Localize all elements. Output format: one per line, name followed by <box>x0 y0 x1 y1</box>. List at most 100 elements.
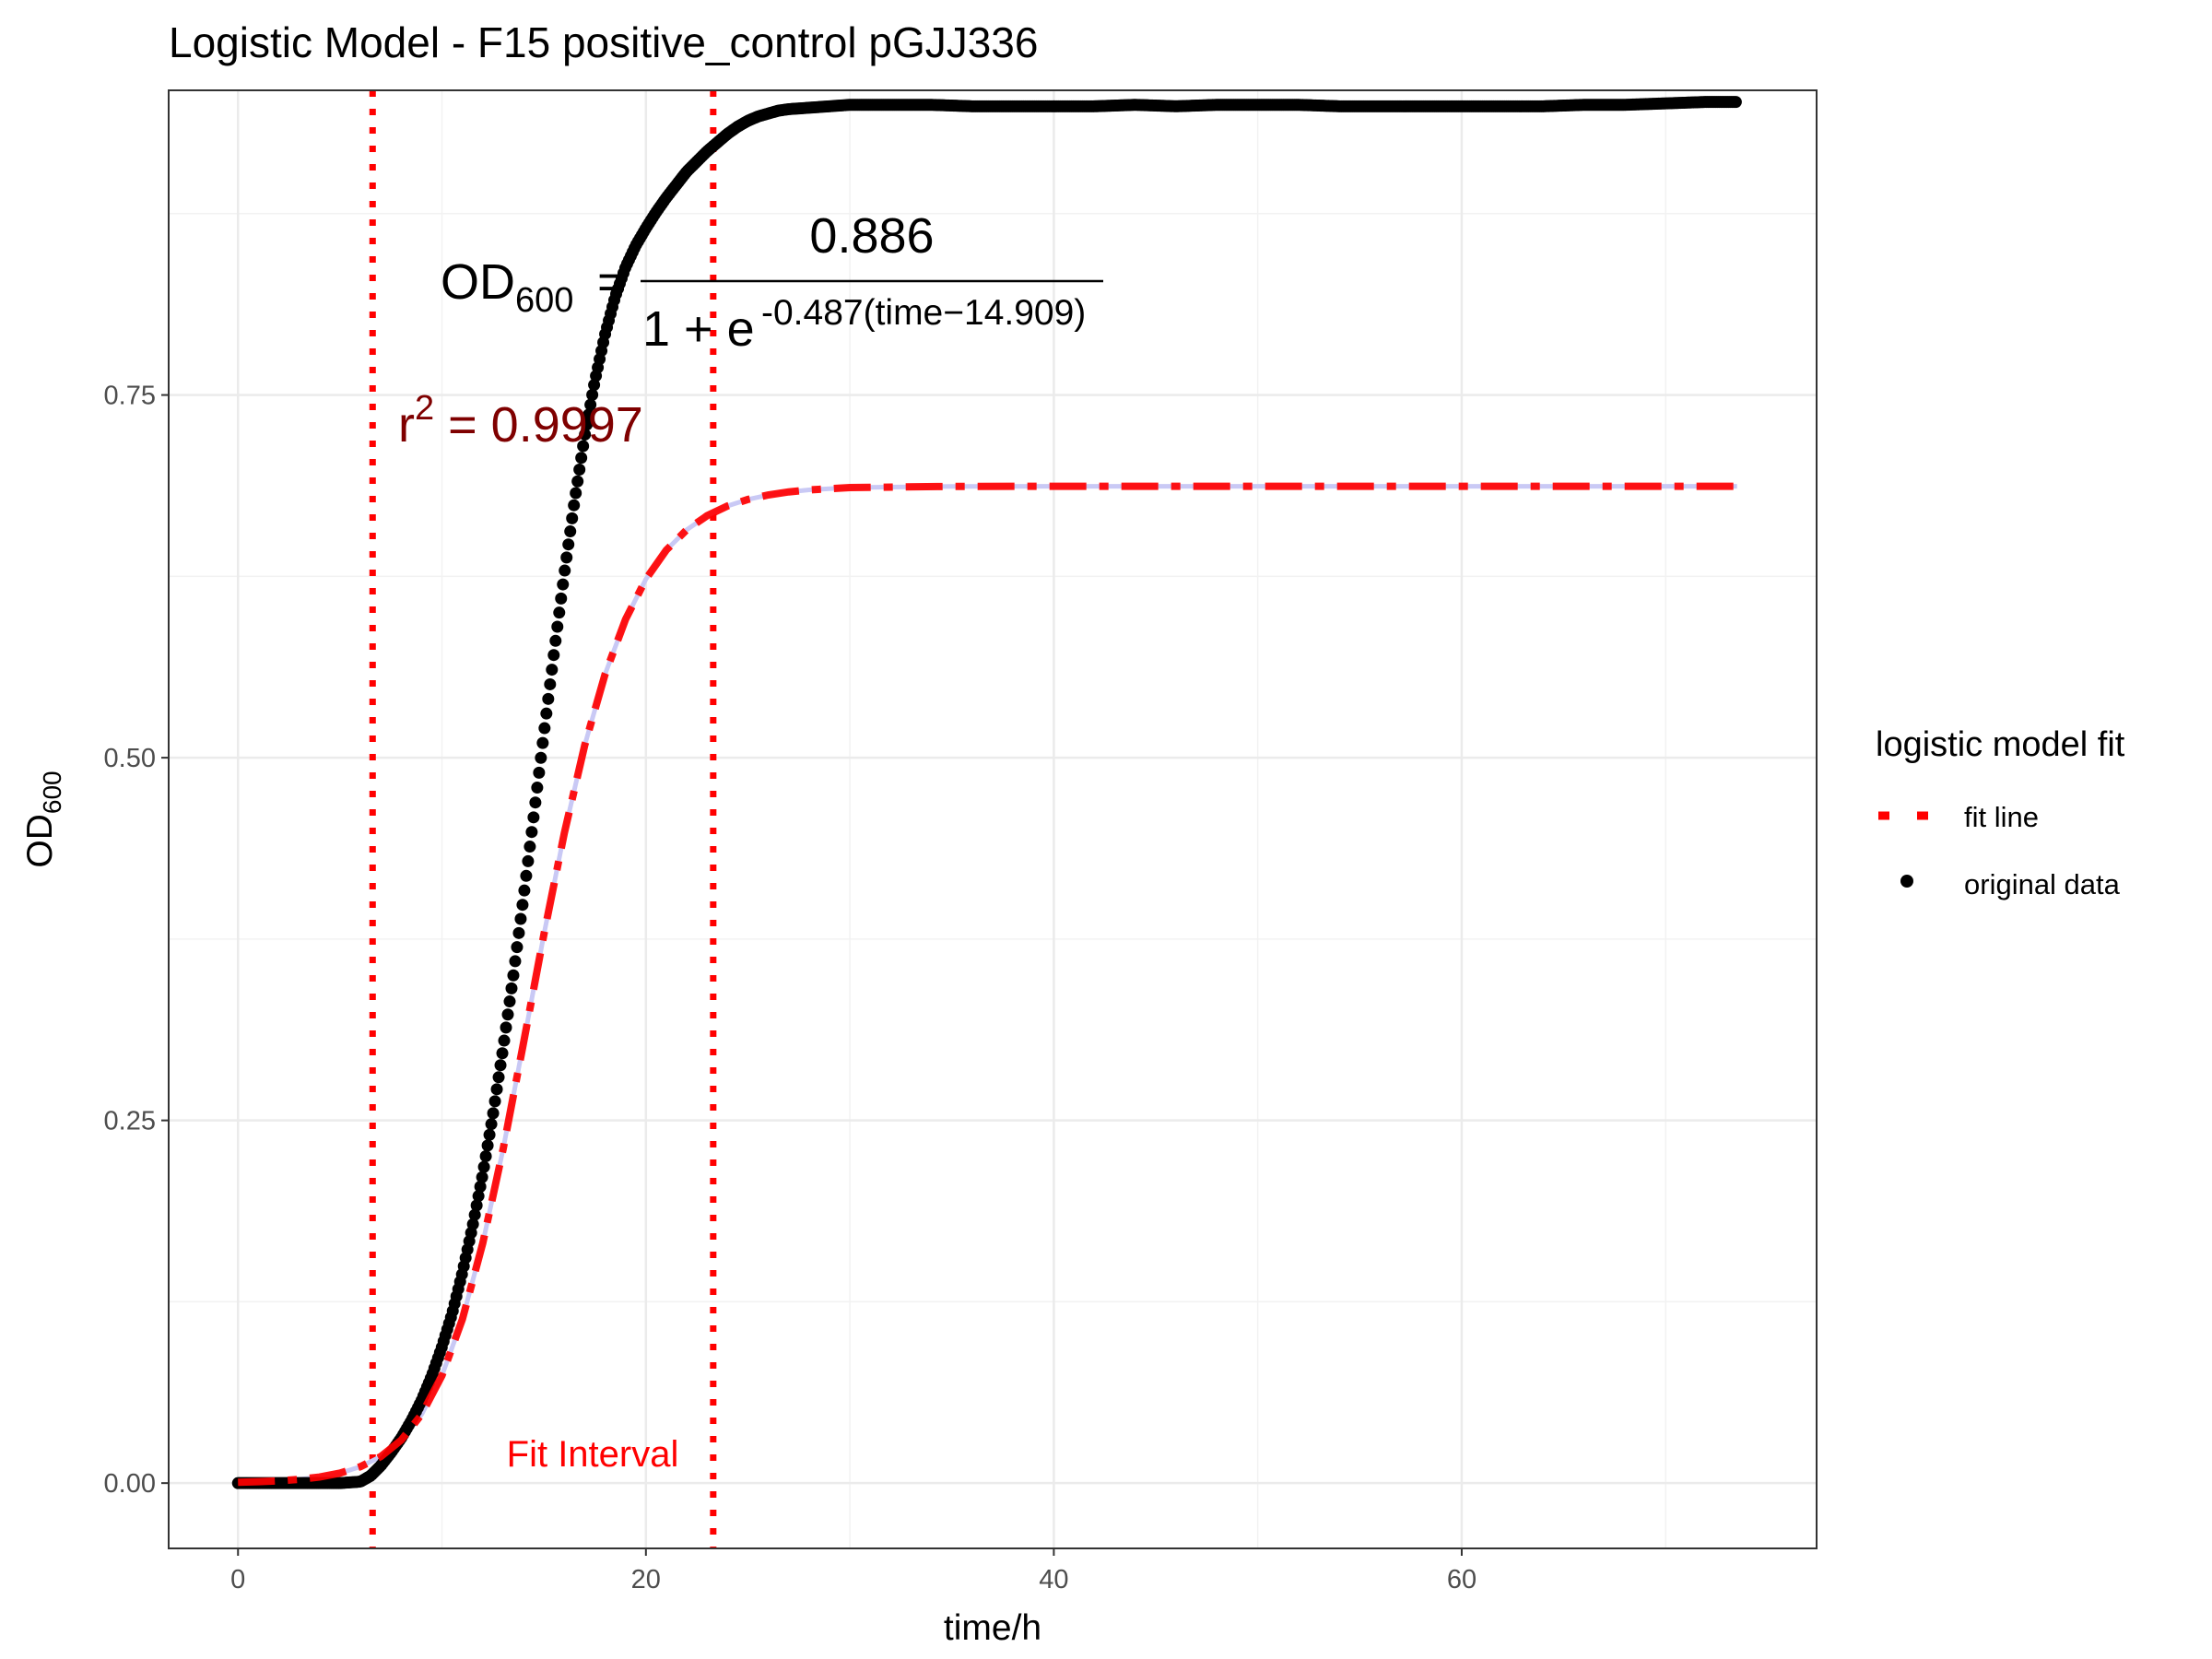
data-point <box>522 854 535 867</box>
data-point <box>560 551 573 564</box>
equation-lhs: OD600 <box>441 254 573 320</box>
legend-label-fit-line: fit line <box>1964 801 2039 833</box>
data-point <box>562 538 575 551</box>
data-point <box>547 649 560 662</box>
legend-key-original-data <box>1900 875 1913 888</box>
data-point <box>546 664 559 677</box>
data-point <box>477 1160 490 1173</box>
x-axis-title: time/h <box>944 1608 1041 1648</box>
data-point <box>533 766 546 779</box>
r-squared-sup: 2 <box>415 389 434 428</box>
data-point <box>479 1150 492 1163</box>
data-point <box>511 941 524 954</box>
data-point <box>490 1083 503 1096</box>
data-point <box>466 1218 479 1230</box>
data-point <box>566 512 579 524</box>
legend: logistic model fit fit line original dat… <box>1876 725 2125 900</box>
data-point <box>474 1180 487 1193</box>
data-point <box>557 578 570 591</box>
y-tick-label: 0.75 <box>104 382 156 411</box>
legend-title: logistic model fit <box>1876 725 2125 764</box>
x-tick-label: 60 <box>1447 1565 1477 1594</box>
y-axis-title-sub: 600 <box>38 771 66 814</box>
r-squared-r: r <box>398 397 415 453</box>
fit-line <box>238 482 1737 1487</box>
x-tick-label: 20 <box>631 1565 661 1594</box>
data-point <box>584 398 597 411</box>
data-point <box>494 1059 507 1072</box>
data-point <box>520 869 533 882</box>
data-point <box>570 487 582 500</box>
data-point <box>568 499 581 512</box>
y-tick-label: 0.50 <box>104 744 156 773</box>
data-point <box>536 736 549 749</box>
data-point <box>487 1107 500 1120</box>
r-squared-label: r2 = 0.9997 <box>398 389 643 453</box>
data-point <box>553 606 566 619</box>
data-point <box>577 440 590 453</box>
data-point <box>518 884 531 897</box>
data-point <box>551 620 564 633</box>
data-point <box>481 1139 494 1152</box>
data-point <box>468 1208 481 1221</box>
y-axis-title: OD600 <box>20 771 66 867</box>
equation-exponent: -0.487(time−14.909) <box>761 293 1086 333</box>
data-point <box>483 1128 496 1141</box>
data-point <box>559 564 571 577</box>
plot-border <box>168 89 1818 1549</box>
x-tick-label: 0 <box>230 1565 245 1594</box>
data-point <box>501 1008 514 1021</box>
equation-lhs-main: OD <box>441 254 515 310</box>
data-point <box>527 811 540 824</box>
legend-label-original-data: original data <box>1964 868 2121 900</box>
data-point <box>500 1021 512 1034</box>
data-point <box>586 388 599 401</box>
data-point <box>1729 96 1742 109</box>
data-point <box>542 692 555 705</box>
data-point <box>512 926 525 939</box>
data-point <box>476 1171 488 1183</box>
data-point <box>538 722 551 735</box>
data-point <box>498 1034 511 1047</box>
data-point <box>516 899 529 912</box>
data-point <box>571 475 584 488</box>
data-point <box>488 1095 501 1108</box>
x-tick-label: 40 <box>1039 1565 1068 1594</box>
data-point <box>549 634 562 647</box>
equation-lhs-sub: 600 <box>515 281 573 320</box>
data-point <box>535 751 547 764</box>
data-point <box>564 525 577 538</box>
y-axis-title-main: OD <box>20 814 60 868</box>
data-point <box>579 428 592 441</box>
data-point <box>529 796 542 809</box>
data-point <box>472 1190 485 1203</box>
data-point <box>582 408 595 421</box>
x-ticks: 0 20 40 60 <box>230 1548 1477 1594</box>
data-point <box>581 418 594 431</box>
data-point <box>503 995 516 1008</box>
fit-interval-lines <box>369 90 717 1548</box>
data-point <box>544 677 557 690</box>
fit-line-over <box>238 482 1737 1487</box>
data-point <box>525 826 538 839</box>
data-point <box>531 782 544 794</box>
data-point <box>485 1118 498 1131</box>
chart-title: Logistic Model - F15 positive_control pG… <box>169 18 1038 66</box>
data-point <box>555 592 568 605</box>
y-tick-label: 0.25 <box>104 1107 156 1136</box>
equation-denominator: 1 + e <box>642 301 755 357</box>
data-point <box>514 912 527 925</box>
r-squared-value: = 0.9997 <box>434 397 643 453</box>
data-points <box>231 96 1742 1489</box>
data-point <box>496 1047 509 1060</box>
equation-equals: = <box>597 254 627 310</box>
data-point <box>573 463 586 476</box>
data-point <box>470 1199 483 1212</box>
fit-interval-label: Fit Interval <box>507 1434 679 1475</box>
grid-major <box>169 90 1817 1548</box>
data-point <box>588 379 601 392</box>
y-ticks: 0.00 0.25 0.50 0.75 <box>104 382 169 1499</box>
data-point <box>524 841 536 853</box>
data-point <box>507 969 520 982</box>
